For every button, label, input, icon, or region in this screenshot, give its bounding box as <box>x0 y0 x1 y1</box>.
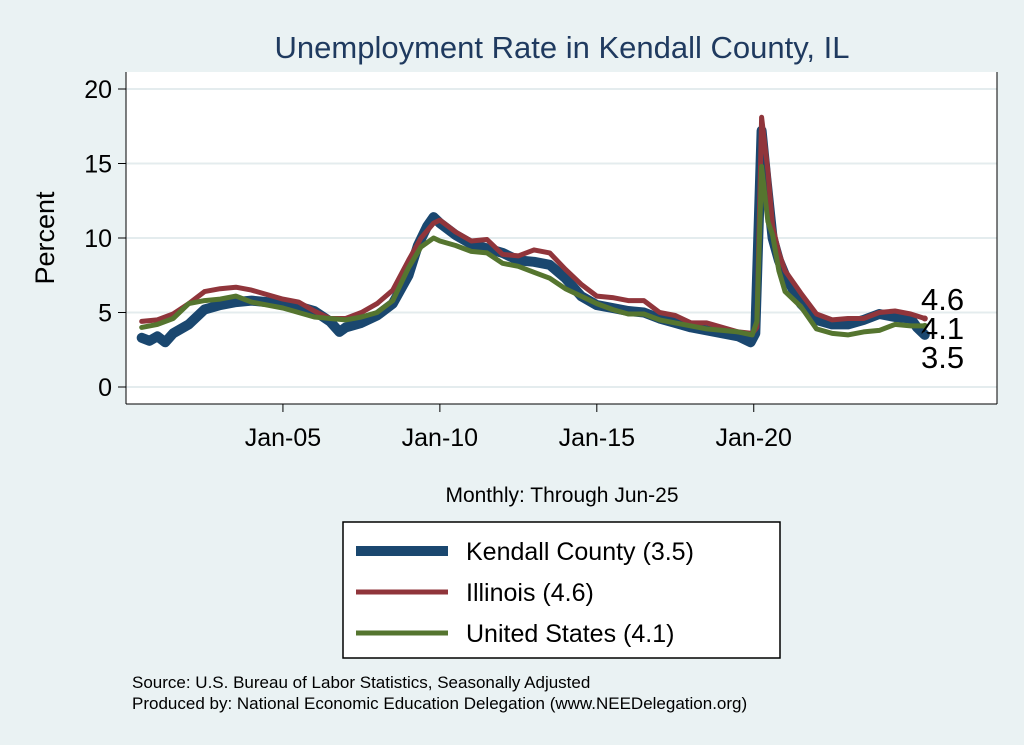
y-tick-label-5: 5 <box>98 300 112 328</box>
y-axis-title: Percent <box>30 191 60 285</box>
x-tick-label-2: Jan-15 <box>559 424 635 452</box>
y-tick-label-0: 0 <box>98 374 112 402</box>
x-axis-title: Monthly: Through Jun-25 <box>445 484 678 507</box>
end-label-2: 4.1 <box>921 311 964 346</box>
y-tick-label-15: 15 <box>84 151 112 179</box>
x-ticks: Jan-05 Jan-10 Jan-15 Jan-20 <box>245 404 792 452</box>
end-marker-2 <box>921 322 928 329</box>
end-label-0: 3.5 <box>921 340 964 375</box>
y-tick-label-10: 10 <box>84 225 112 253</box>
series-line-0 <box>136 125 930 348</box>
end-labels: 4.64.13.5 <box>921 282 964 375</box>
chart-title: Unemployment Rate in Kendall County, IL <box>275 30 850 65</box>
source-line-1: Source: U.S. Bureau of Labor Statistics,… <box>132 673 590 692</box>
end-label-1: 4.6 <box>921 282 964 317</box>
series-lines <box>136 114 930 348</box>
source-line-2: Produced by: National Economic Education… <box>132 694 747 713</box>
y-tick-label-20: 20 <box>84 76 112 104</box>
y-ticks: 0 5 10 15 20 <box>84 76 126 402</box>
legend-label-0: Kendall County (3.5) <box>466 538 694 566</box>
x-tick-label-0: Jan-05 <box>245 424 321 452</box>
series-line-2 <box>139 164 928 338</box>
gridlines <box>126 88 997 388</box>
legend: Kendall County (3.5) Illinois (4.6) United… <box>356 538 694 648</box>
x-tick-label-1: Jan-10 <box>402 424 478 452</box>
legend-label-1: Illinois (4.6) <box>466 579 594 607</box>
x-tick-label-3: Jan-20 <box>716 424 792 452</box>
end-marker-1 <box>921 315 928 322</box>
series-line-1 <box>139 114 928 336</box>
legend-label-2: United States (4.1) <box>466 620 674 648</box>
end-marker-0 <box>921 331 928 338</box>
